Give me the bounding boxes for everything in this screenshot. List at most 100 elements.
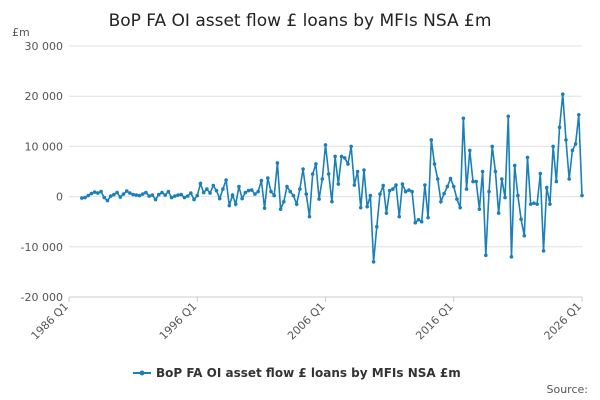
data-point bbox=[211, 183, 216, 188]
data-point bbox=[544, 185, 549, 190]
data-point bbox=[532, 201, 536, 205]
x-tick-label: 2026 Q1 bbox=[542, 300, 585, 343]
data-point bbox=[535, 202, 539, 206]
data-point bbox=[573, 142, 578, 146]
data-point bbox=[355, 169, 360, 174]
data-point bbox=[570, 148, 575, 153]
data-point bbox=[500, 177, 504, 181]
data-point bbox=[246, 188, 251, 193]
data-point bbox=[487, 189, 491, 194]
data-point bbox=[461, 116, 466, 121]
data-point bbox=[423, 183, 427, 187]
data-point bbox=[541, 249, 546, 253]
data-point bbox=[102, 195, 107, 200]
data-point bbox=[134, 193, 139, 197]
data-point bbox=[144, 190, 148, 195]
data-point bbox=[384, 211, 389, 215]
data-point bbox=[262, 206, 267, 210]
data-point bbox=[403, 189, 408, 194]
data-point bbox=[368, 193, 373, 198]
data-point bbox=[439, 199, 443, 204]
data-point bbox=[291, 193, 296, 198]
data-point bbox=[192, 197, 196, 202]
data-point bbox=[150, 193, 155, 197]
source: Source: bbox=[547, 383, 589, 396]
chart-title: BoP FA OI asset flow £ loans by MFIs NSA… bbox=[109, 11, 492, 31]
data-point bbox=[230, 193, 235, 197]
data-point bbox=[89, 191, 94, 196]
data-point bbox=[525, 155, 530, 160]
data-point bbox=[484, 253, 488, 258]
data-point bbox=[448, 176, 453, 181]
x-tick-label: 1986 Q1 bbox=[29, 300, 72, 343]
data-point bbox=[509, 255, 514, 259]
data-point bbox=[282, 199, 286, 204]
data-point bbox=[237, 184, 241, 189]
data-point bbox=[477, 207, 482, 211]
data-point bbox=[551, 144, 555, 149]
data-point bbox=[387, 188, 392, 193]
data-point bbox=[560, 92, 565, 96]
data-point bbox=[128, 191, 132, 195]
data-point bbox=[474, 179, 478, 184]
data-point bbox=[112, 192, 116, 197]
data-point bbox=[137, 193, 142, 198]
data-point bbox=[317, 197, 321, 201]
data-point bbox=[413, 220, 418, 225]
data-point bbox=[285, 184, 289, 189]
data-point bbox=[176, 193, 180, 197]
data-point bbox=[160, 190, 164, 195]
data-point bbox=[140, 192, 145, 196]
data-point bbox=[503, 195, 507, 200]
data-point bbox=[490, 144, 495, 149]
data-point bbox=[435, 177, 440, 181]
data-point bbox=[528, 202, 533, 206]
data-point bbox=[445, 184, 450, 189]
data-point bbox=[173, 194, 177, 198]
data-point bbox=[131, 192, 135, 197]
data-point bbox=[375, 224, 379, 229]
data-point bbox=[118, 195, 123, 199]
data-point bbox=[249, 188, 254, 192]
data-point bbox=[124, 189, 129, 193]
data-point bbox=[339, 154, 344, 159]
data-point bbox=[298, 187, 302, 191]
data-point bbox=[410, 189, 414, 194]
data-point bbox=[214, 188, 219, 193]
data-point bbox=[201, 190, 206, 195]
data-point bbox=[564, 138, 568, 142]
data-point bbox=[80, 196, 84, 200]
x-tick-label: 2016 Q1 bbox=[413, 300, 456, 343]
data-point bbox=[419, 219, 424, 224]
data-point bbox=[83, 195, 87, 200]
data-point bbox=[169, 195, 174, 200]
data-point bbox=[442, 191, 446, 196]
data-point bbox=[307, 214, 312, 219]
data-point bbox=[86, 193, 91, 198]
data-point bbox=[156, 192, 161, 197]
data-point bbox=[336, 182, 341, 186]
data-point bbox=[496, 211, 501, 215]
data-point bbox=[265, 176, 270, 180]
data-point bbox=[323, 143, 328, 147]
data-point bbox=[400, 182, 405, 186]
data-point bbox=[314, 162, 318, 166]
data-point bbox=[163, 193, 167, 197]
data-point bbox=[288, 189, 293, 194]
data-point bbox=[208, 191, 212, 195]
data-point bbox=[330, 199, 334, 204]
data-point bbox=[108, 194, 113, 198]
data-point bbox=[240, 196, 244, 201]
data-point bbox=[275, 161, 280, 165]
data-point bbox=[426, 215, 430, 220]
data-point bbox=[580, 193, 584, 198]
legend-marker bbox=[139, 370, 145, 376]
data-point bbox=[294, 202, 299, 206]
data-point bbox=[397, 214, 402, 219]
data-point bbox=[326, 172, 331, 176]
data-point bbox=[538, 171, 543, 176]
data-point bbox=[416, 217, 421, 222]
data-point bbox=[243, 190, 248, 195]
data-point bbox=[153, 197, 158, 202]
data-point bbox=[96, 191, 100, 195]
